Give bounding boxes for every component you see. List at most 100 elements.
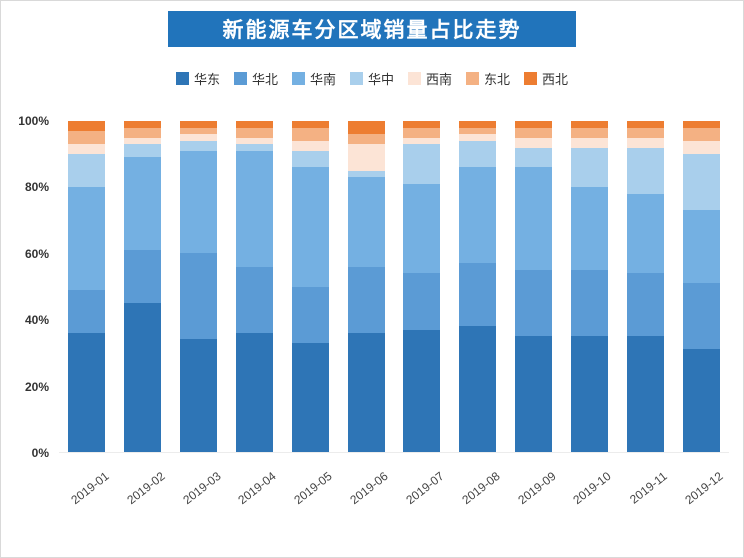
bar-segment-西南[interactable] [459, 134, 497, 141]
bar-segment-华中[interactable] [570, 147, 608, 188]
bar-segment-西南[interactable] [570, 137, 608, 148]
bar-segment-华北[interactable] [347, 266, 385, 333]
bar-segment-西南[interactable] [403, 137, 441, 145]
legend-item-东北[interactable]: 东北 [466, 69, 510, 88]
bar-segment-华中[interactable] [459, 140, 497, 168]
stacked-bar-2019-11[interactable] [626, 121, 664, 452]
bar-segment-西南[interactable] [124, 137, 162, 145]
bar-segment-华北[interactable] [180, 253, 218, 340]
legend-item-华中[interactable]: 华中 [349, 69, 394, 88]
stacked-bar-2019-09[interactable] [515, 121, 553, 452]
bar-segment-华南[interactable] [682, 210, 720, 284]
bar-segment-华南[interactable] [403, 183, 441, 274]
bar-segment-东北[interactable] [459, 127, 497, 135]
stacked-bar-2019-02[interactable] [124, 121, 162, 452]
bar-segment-华中[interactable] [403, 144, 441, 184]
bar-segment-华北[interactable] [459, 263, 497, 327]
bar-segment-西南[interactable] [235, 137, 273, 145]
bar-segment-西北[interactable] [124, 121, 162, 128]
bar-segment-华南[interactable] [235, 150, 273, 267]
bar-segment-西北[interactable] [626, 121, 664, 128]
bar-segment-东北[interactable] [68, 130, 106, 145]
bar-segment-华南[interactable] [68, 187, 106, 290]
bar-segment-东北[interactable] [180, 127, 218, 135]
bar-segment-华南[interactable] [180, 150, 218, 254]
bar-segment-华中[interactable] [291, 150, 329, 168]
bar-segment-华北[interactable] [682, 283, 720, 350]
stacked-bar-2019-12[interactable] [682, 121, 720, 452]
stacked-bar-2019-04[interactable] [235, 121, 273, 452]
bar-segment-华东[interactable] [235, 332, 273, 452]
bar-segment-东北[interactable] [515, 127, 553, 138]
bar-segment-西北[interactable] [291, 121, 329, 128]
legend-item-华南[interactable]: 华南 [291, 69, 336, 88]
bar-segment-华中[interactable] [68, 154, 106, 188]
bar-segment-华东[interactable] [347, 332, 385, 452]
bar-segment-华中[interactable] [235, 144, 273, 151]
bar-segment-华中[interactable] [682, 154, 720, 211]
bar-segment-华东[interactable] [570, 336, 608, 452]
bar-segment-西北[interactable] [515, 121, 553, 128]
bar-segment-西南[interactable] [626, 137, 664, 148]
bar-segment-华东[interactable] [459, 326, 497, 452]
bar-segment-华东[interactable] [180, 339, 218, 452]
bar-segment-华南[interactable] [124, 157, 162, 251]
bar-segment-东北[interactable] [403, 127, 441, 138]
bar-segment-华中[interactable] [180, 140, 218, 151]
legend-item-西南[interactable]: 西南 [408, 69, 452, 88]
bar-segment-东北[interactable] [570, 127, 608, 138]
bar-segment-东北[interactable] [682, 127, 720, 141]
bar-segment-东北[interactable] [347, 134, 385, 145]
stacked-bar-2019-10[interactable] [570, 121, 608, 452]
bar-segment-西北[interactable] [347, 121, 385, 135]
bar-segment-华中[interactable] [347, 170, 385, 178]
bar-segment-西南[interactable] [347, 144, 385, 171]
stacked-bar-2019-05[interactable] [291, 121, 329, 452]
bar-segment-华南[interactable] [459, 167, 497, 264]
legend-item-西北[interactable]: 西北 [524, 69, 568, 88]
stacked-bar-2019-01[interactable] [68, 121, 106, 452]
bar-segment-西南[interactable] [68, 144, 106, 155]
bar-segment-华北[interactable] [235, 266, 273, 333]
bar-segment-华北[interactable] [570, 269, 608, 337]
bar-segment-华东[interactable] [682, 349, 720, 452]
bar-segment-华南[interactable] [515, 167, 553, 270]
bar-segment-华南[interactable] [570, 187, 608, 270]
bar-segment-华中[interactable] [124, 144, 162, 158]
bar-segment-华北[interactable] [626, 273, 664, 337]
bar-segment-华东[interactable] [403, 329, 441, 452]
bar-segment-西北[interactable] [570, 121, 608, 128]
bar-segment-华南[interactable] [347, 177, 385, 267]
bar-segment-西北[interactable] [180, 121, 218, 128]
stacked-bar-2019-08[interactable] [459, 121, 497, 452]
bar-segment-西北[interactable] [682, 121, 720, 128]
bar-segment-西南[interactable] [180, 134, 218, 141]
bar-segment-华东[interactable] [68, 332, 106, 452]
legend-item-华东[interactable]: 华东 [175, 69, 220, 88]
bar-segment-华东[interactable] [124, 303, 162, 452]
bar-segment-华南[interactable] [291, 167, 329, 287]
bar-segment-华北[interactable] [68, 289, 106, 333]
bar-segment-华东[interactable] [291, 342, 329, 452]
bar-segment-西南[interactable] [682, 140, 720, 155]
stacked-bar-2019-03[interactable] [180, 121, 218, 452]
bar-segment-东北[interactable] [626, 127, 664, 138]
stacked-bar-2019-06[interactable] [347, 121, 385, 452]
bar-segment-华中[interactable] [626, 147, 664, 194]
stacked-bar-2019-07[interactable] [403, 121, 441, 452]
bar-segment-东北[interactable] [291, 127, 329, 141]
legend-item-华北[interactable]: 华北 [233, 69, 278, 88]
bar-segment-华北[interactable] [291, 286, 329, 343]
bar-segment-华北[interactable] [124, 250, 162, 304]
bar-segment-西南[interactable] [291, 140, 329, 151]
bar-segment-东北[interactable] [124, 127, 162, 138]
bar-segment-华东[interactable] [626, 336, 664, 452]
bar-segment-华北[interactable] [515, 269, 553, 337]
bar-segment-东北[interactable] [235, 127, 273, 138]
bar-segment-华东[interactable] [515, 336, 553, 452]
bar-segment-华中[interactable] [515, 147, 553, 168]
bar-segment-华南[interactable] [626, 193, 664, 274]
bar-segment-西北[interactable] [459, 121, 497, 128]
bar-segment-西北[interactable] [403, 121, 441, 128]
bar-segment-西南[interactable] [515, 137, 553, 148]
